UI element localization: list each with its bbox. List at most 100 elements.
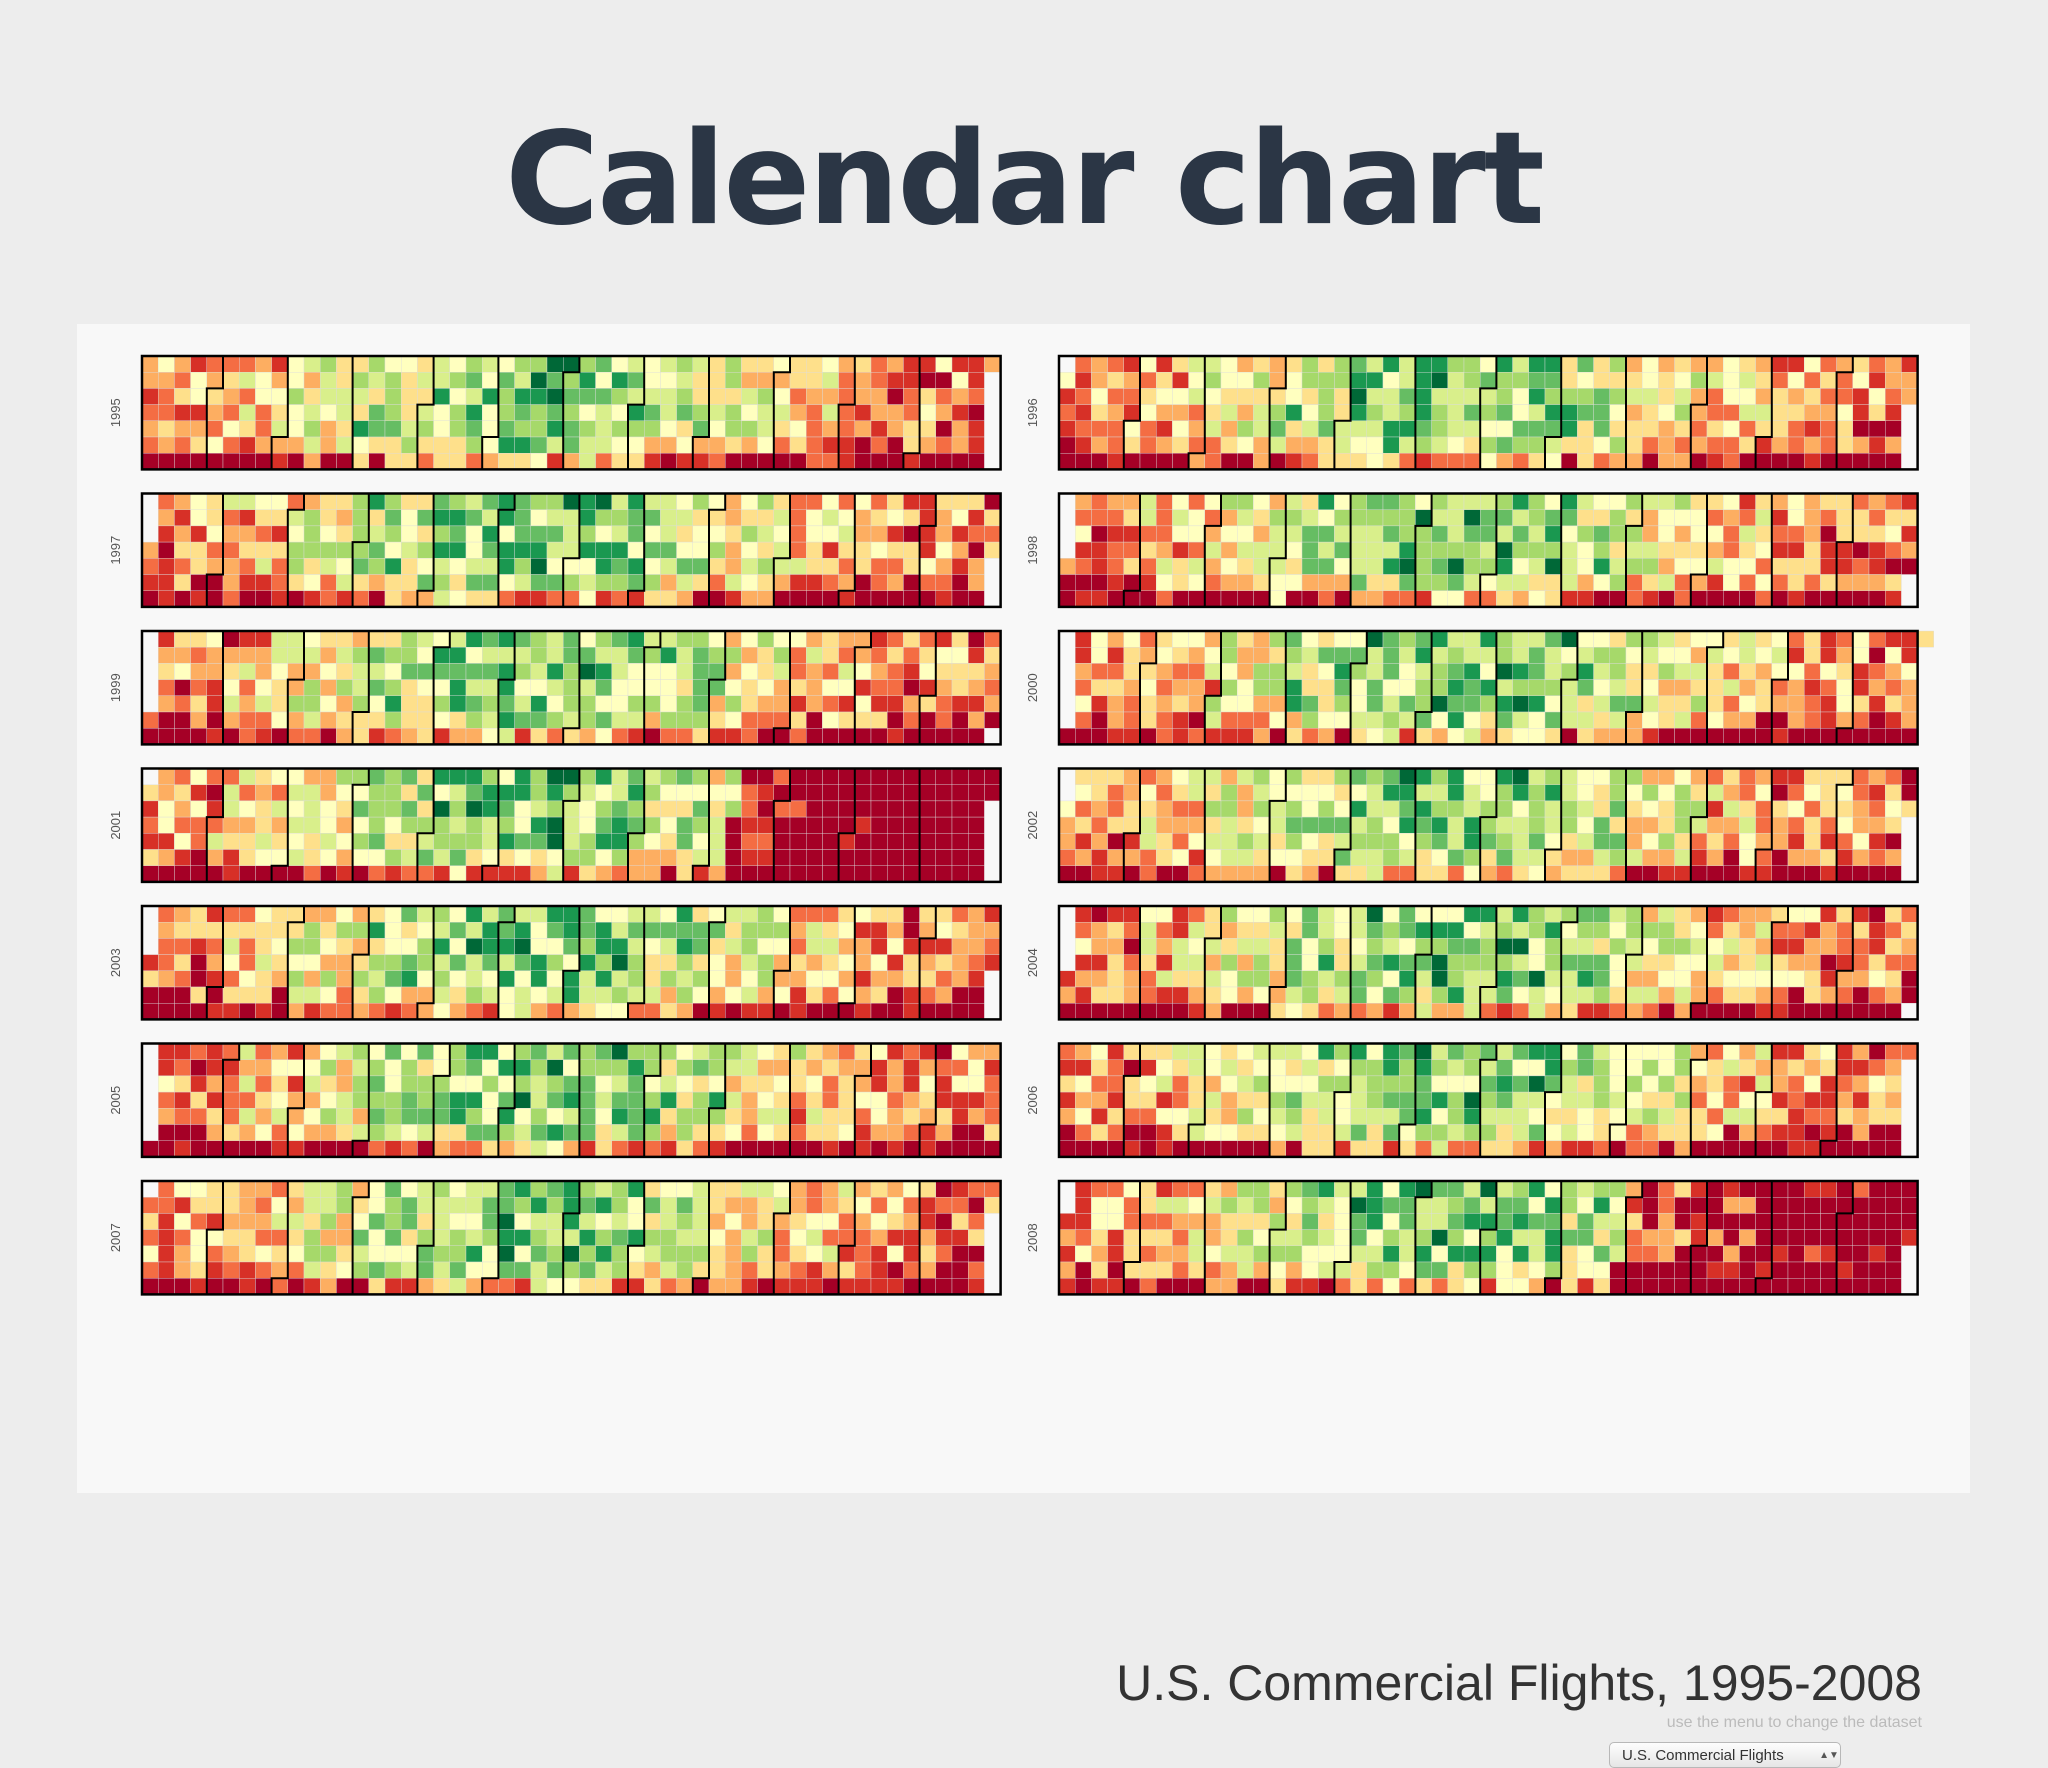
day-cell [319,541,337,559]
day-cell [1674,1059,1691,1077]
day-cell [1739,574,1756,591]
day-cell [1803,574,1821,591]
day-cell [222,800,240,818]
day-cell [806,1043,823,1060]
day-cell [1220,436,1238,454]
day-cell [1091,800,1108,818]
day-cell [725,800,742,818]
day-cell [773,768,791,785]
day-cell [838,388,855,405]
day-cell [1155,970,1173,988]
day-cell [870,420,888,438]
day-cell [1334,922,1351,939]
day-cell [644,663,661,680]
day-cell [222,355,240,373]
day-cell [1285,679,1303,697]
day-cell [1366,355,1384,373]
day-cell [644,784,661,802]
day-cell [789,986,807,1004]
day-cell [530,1278,548,1295]
day-cell [482,372,499,389]
day-cell [498,970,515,988]
day-cell [595,1180,612,1198]
day-cell [1658,922,1675,939]
day-cell [919,711,936,729]
day-cell [1334,493,1351,510]
day-cell [1334,679,1351,697]
day-cell [1188,728,1205,745]
day-cell [1398,590,1416,608]
day-cell [789,1229,807,1246]
day-cell [903,1278,920,1295]
day-cell [741,679,758,697]
day-cell [498,1261,515,1279]
day-cell [319,1197,337,1214]
day-cell [530,1261,548,1279]
day-cell [854,768,872,785]
day-cell [951,679,969,697]
day-cell [303,768,321,785]
day-cell [1690,493,1708,510]
calendar-chart-figure: 1995 1996 1997 1998 1999 2000 2001 2002 2003 2004… [77,324,1970,1768]
day-cell [1285,630,1303,648]
day-cell [1836,1091,1853,1109]
day-cell [1317,849,1335,866]
day-cell [1609,905,1627,923]
day-cell [676,800,693,818]
day-cell [1625,525,1643,543]
day-cell [838,372,855,389]
day-cell [1852,865,1870,883]
day-cell [1609,1043,1627,1060]
day-cell [611,849,629,866]
day-cell [1868,695,1886,713]
day-cell [789,938,807,955]
day-cell [968,816,985,834]
day-cell [1560,436,1578,454]
day-cell [563,905,580,923]
day-cell [579,436,596,454]
day-cell [595,388,612,405]
day-cell [1155,525,1173,543]
day-cell [870,574,888,591]
day-cell [1236,493,1254,510]
day-cell [287,865,305,883]
day-cell [1755,388,1772,405]
day-cell [1690,509,1708,527]
day-cell [498,574,515,591]
day-cell [919,1197,936,1214]
day-cell [1852,372,1870,389]
day-cell [1236,800,1254,818]
day-cell [1220,970,1238,988]
day-cell [465,1124,483,1141]
day-cell [530,647,548,664]
month-boundary [270,356,289,470]
day-cell [838,865,855,883]
day-cell [1415,938,1432,955]
day-cell [1123,905,1141,923]
day-cell [336,1108,353,1125]
day-cell [692,784,710,802]
day-cell [1901,355,1918,373]
month-boundary [351,1181,370,1295]
day-cell [530,905,548,923]
day-cell [951,784,969,802]
day-cell [417,647,434,664]
day-cell [838,954,855,971]
day-cell [157,865,175,883]
day-cell [741,493,758,510]
day-cell [1415,558,1432,575]
day-cell [1787,372,1805,389]
day-cell [1091,558,1108,575]
day-cell [238,388,256,405]
day-cell [1447,970,1465,988]
day-cell [741,420,758,438]
day-cell [1641,525,1659,543]
day-cell [838,574,855,591]
day-cell [773,1075,791,1093]
day-cell [708,355,726,373]
day-cell [336,1043,353,1060]
day-cell [919,865,936,883]
day-cell [141,816,159,834]
day-cell [287,1197,305,1214]
day-cell [1544,420,1562,438]
